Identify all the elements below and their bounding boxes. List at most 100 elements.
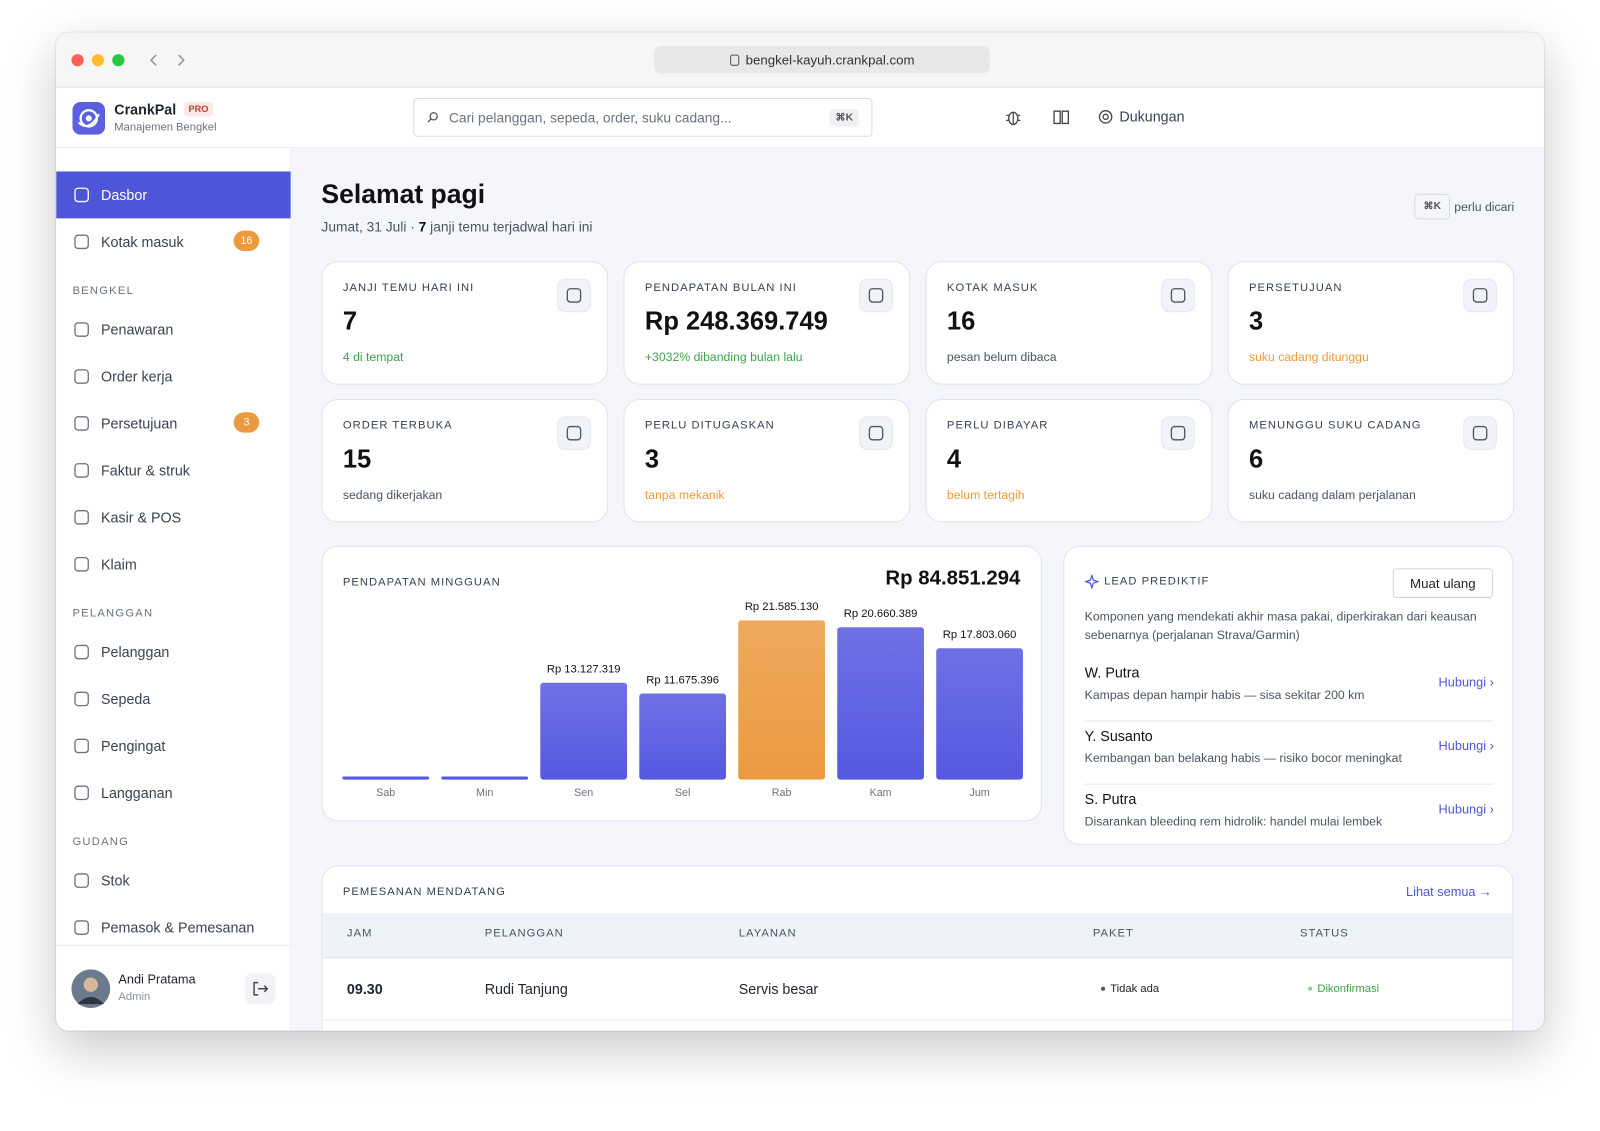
bookings-card: PEMESANAN MENDATANG Lihat semua → JAM PEL…	[321, 865, 1514, 1031]
icon	[1170, 288, 1186, 303]
zoom-button[interactable]	[112, 54, 125, 67]
nav-item[interactable]: Pelanggan	[56, 629, 291, 676]
row-divider	[322, 1019, 1513, 1021]
x-tick-label: Sen	[574, 787, 593, 799]
nav-icon	[74, 556, 89, 572]
date-text: Jumat, 31 Juli ·	[321, 219, 419, 235]
nav-label: Penawaran	[101, 321, 174, 338]
value-label: Rp 17.803.060	[943, 629, 1017, 641]
support-link[interactable]: Dukungan	[1098, 108, 1185, 124]
stat-value: 3	[1248, 307, 1264, 336]
nav-item[interactable]: Faktur & struk	[56, 447, 291, 494]
nav-item[interactable]: Stok	[56, 857, 291, 904]
icon-shape	[74, 556, 89, 572]
table-header	[322, 913, 1513, 959]
nav-item[interactable]: Dasbor	[56, 171, 291, 219]
page-subtitle: Jumat, 31 Juli · 7 janji temu terjadwal …	[321, 219, 592, 234]
nav-icon	[74, 234, 89, 250]
value-label: Rp 13.127.319	[547, 664, 621, 676]
lead-item: W. Putra Kampas depan hampir habis — sisa…	[1084, 658, 1494, 722]
nav-icon	[74, 644, 89, 660]
stat-note: +3032% dibanding bulan lalu	[644, 349, 803, 365]
bar	[639, 693, 727, 780]
sparkle-icon	[1084, 574, 1099, 589]
nav-item[interactable]: Pengingat	[56, 722, 291, 769]
nav-label: Pemasok & Pemesanan	[101, 919, 255, 936]
contact-link[interactable]: Hubungi ›	[1438, 675, 1494, 690]
leads-description: Komponen yang mendekati akhir masa pakai…	[1084, 609, 1477, 642]
status-dot	[1308, 986, 1313, 991]
nav-icon	[74, 873, 89, 888]
shortcut-key: ⌘K	[1414, 193, 1451, 220]
value-label: Rp 21.585.130	[745, 601, 819, 613]
lead-name: Y. Susanto	[1084, 727, 1153, 744]
close-button[interactable]	[71, 54, 84, 67]
stat-label: PERSETUJUAN	[1248, 281, 1343, 294]
stat-icon	[1463, 416, 1497, 450]
nav-icon	[74, 920, 89, 935]
nav-item[interactable]: Klaim	[56, 541, 291, 588]
support-icon	[1098, 109, 1113, 124]
nav-label: Order kerja	[101, 368, 173, 385]
icon	[868, 425, 884, 441]
nav-item[interactable]: Kasir & POS	[56, 494, 291, 541]
nav-item[interactable]: Langganan	[56, 769, 291, 816]
app-header: CrankPal PRO Manajemen Bengkel Cari pelan…	[56, 87, 1544, 148]
stat-value: 4	[946, 444, 962, 474]
stat-note: suku cadang dalam perjalanan	[1248, 487, 1416, 503]
stat-value: 15	[342, 444, 372, 474]
address-bar[interactable]: bengkel-kayuh.crankpal.com	[654, 45, 990, 74]
user-role: Admin	[118, 990, 151, 1004]
docs-icon[interactable]	[1052, 108, 1070, 126]
cell: Servis besar	[738, 980, 819, 997]
nav-item[interactable]: Pemasok & Pemesanan	[56, 904, 291, 945]
contact-link[interactable]: Hubungi ›	[1438, 738, 1494, 754]
bar	[738, 620, 825, 780]
stat-card: KOTAK MASUK 16 pesan belum dibaca	[925, 261, 1213, 385]
subtitle-text: janji temu terjadwal hari ini	[426, 219, 593, 235]
stat-card: PERLU DITUGASKAN 3 tanpa mekanik	[623, 398, 911, 523]
stat-icon	[859, 416, 893, 450]
lead-name: W. Putra	[1084, 664, 1140, 681]
shortcut-hint: ⌘K perlu dicari	[1414, 193, 1514, 220]
nav-icon	[74, 738, 89, 754]
x-tick-label: Sel	[675, 787, 690, 799]
lead-item: Y. Susanto Kembangan ban belakang habis —…	[1084, 721, 1494, 785]
stat-value: 7	[342, 307, 358, 336]
nav-label: Sepeda	[101, 690, 151, 708]
value-label: Rp 20.660.389	[844, 608, 918, 620]
tag-text: Dikonfirmasi	[1317, 982, 1380, 995]
leads-title: LEAD PREDIKTIF	[1104, 575, 1210, 588]
icon	[1472, 425, 1488, 441]
nav-item[interactable]: Kotak masuk 16	[56, 218, 291, 265]
nav-item[interactable]: Penawaran	[56, 306, 291, 353]
x-tick-label: Jum	[969, 787, 989, 799]
view-all-link[interactable]: Lihat semua →	[1406, 884, 1492, 899]
nav-item[interactable]: Sepeda	[56, 676, 291, 723]
icon-shape	[74, 920, 89, 935]
nav-icon	[74, 691, 89, 707]
contact-link[interactable]: Hubungi ›	[1438, 802, 1494, 817]
bar	[540, 682, 628, 780]
x-tick-label: Sab	[376, 787, 395, 799]
nav-arrows[interactable]	[146, 51, 191, 69]
brand-subtitle: Manajemen Bengkel	[114, 121, 217, 134]
stat-label: PERLU DIBAYAR	[946, 419, 1049, 432]
logout-button[interactable]	[244, 973, 276, 1005]
shortcut: ⌘K	[829, 108, 860, 127]
lead-name: S. Putra	[1084, 790, 1137, 808]
reload-button[interactable]: Muat ulang	[1392, 568, 1493, 598]
lead-detail: Kembangan ban belakang habis — risiko bo…	[1084, 751, 1402, 766]
nav-section: BENGKEL	[72, 284, 135, 297]
tag-text: Tidak ada	[1110, 982, 1160, 995]
search-box[interactable]: Cari pelanggan, sepeda, order, suku cada…	[413, 97, 873, 137]
minimize-button[interactable]	[91, 54, 105, 67]
chart-title: PENDAPATAN MINGGUAN	[342, 576, 501, 589]
stat-label: KOTAK MASUK	[946, 281, 1039, 294]
nav-item[interactable]: Order kerja	[56, 353, 291, 400]
nav-section: GUDANG	[72, 835, 130, 848]
bug-icon[interactable]	[1004, 108, 1022, 126]
stat-card: MENUNGGU SUKU CADANG 6 suku cadang dalam p…	[1227, 398, 1515, 523]
nav-item[interactable]: Persetujuan 3	[56, 400, 291, 447]
